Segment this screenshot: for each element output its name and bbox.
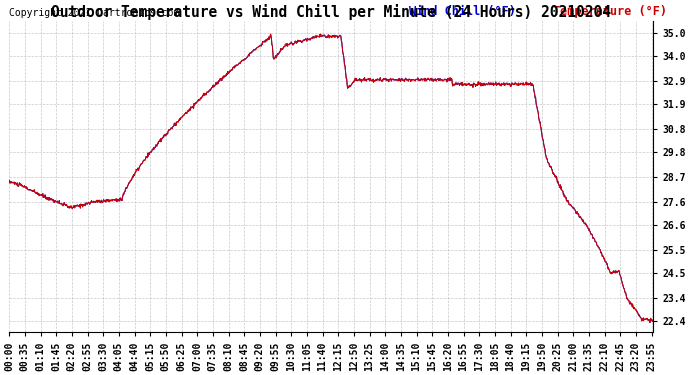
Text: Copyright 2021 Cartronics.com: Copyright 2021 Cartronics.com xyxy=(9,8,179,18)
Text: Temperature (°F): Temperature (°F) xyxy=(553,5,667,18)
Title: Outdoor Temperature vs Wind Chill per Minute (24 Hours) 20210204: Outdoor Temperature vs Wind Chill per Mi… xyxy=(51,4,611,20)
Text: Wind Chill (°F): Wind Chill (°F) xyxy=(408,5,515,18)
